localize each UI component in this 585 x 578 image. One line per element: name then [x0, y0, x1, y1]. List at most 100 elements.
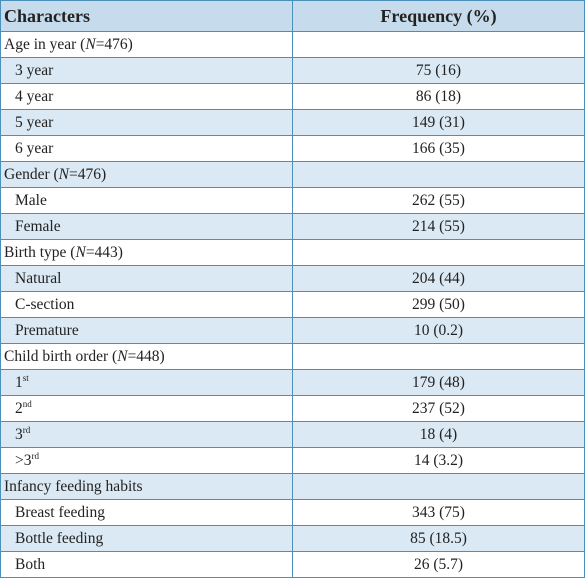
row-label: C-section [0, 291, 293, 318]
table-row: >3rd 14 (3.2) [0, 447, 585, 474]
table-row: 3 year 75 (16) [0, 57, 585, 84]
row-label-text: Male [15, 192, 47, 209]
row-label: 1st [0, 369, 293, 396]
group-label-text: Gender ( [4, 166, 59, 183]
row-label-text: 4 year [15, 88, 54, 105]
table-row: 2nd 237 (52) [0, 395, 585, 422]
frequency-value [292, 239, 585, 266]
table-row: 3rd 18 (4) [0, 421, 585, 448]
ordinal-suffix: nd [22, 399, 32, 409]
row-label: 3rd [0, 421, 293, 448]
row-label-text: 3 [15, 426, 23, 443]
frequency-value [292, 31, 585, 58]
row-label: Breast feeding [0, 499, 293, 526]
group-label: Child birth order (N=448) [0, 343, 293, 370]
row-label-text: >3 [15, 452, 32, 469]
group-label: Age in year (N=476) [0, 31, 293, 58]
frequency-value: 262 (55) [292, 187, 585, 214]
frequency-value: 86 (18) [292, 83, 585, 110]
group-label: Gender (N=476) [0, 161, 293, 188]
table-row: Male 262 (55) [0, 187, 585, 214]
group-label-text: Child birth order ( [4, 348, 118, 365]
frequency-value: 343 (75) [292, 499, 585, 526]
row-label: Premature [0, 317, 293, 344]
table-row: 6 year 166 (35) [0, 135, 585, 162]
frequency-value: 85 (18.5) [292, 525, 585, 552]
table-group-row: Infancy feeding habits [0, 473, 585, 500]
frequency-value: 10 (0.2) [292, 317, 585, 344]
table-group-row: Gender (N=476) [0, 161, 585, 188]
frequency-value: 14 (3.2) [292, 447, 585, 474]
table-row: C-section 299 (50) [0, 291, 585, 318]
header-characters: Characters [0, 0, 293, 32]
sample-size-symbol: N [117, 348, 128, 365]
table-body: Age in year (N=476) 3 year 75 (16) 4 year 86… [0, 31, 585, 578]
frequency-value: 75 (16) [292, 57, 585, 84]
sample-size-value: =476) [69, 166, 107, 183]
group-label-text: Age in year ( [4, 36, 86, 53]
sample-size-value: =476) [95, 36, 133, 53]
group-label: Infancy feeding habits [0, 473, 293, 500]
row-label-text: Female [15, 218, 61, 235]
table-row: Natural 204 (44) [0, 265, 585, 292]
table-row: Bottle feeding 85 (18.5) [0, 525, 585, 552]
row-label: Male [0, 187, 293, 214]
table-row: 1st 179 (48) [0, 369, 585, 396]
row-label-text: 6 year [15, 140, 54, 157]
row-label: Both [0, 551, 293, 578]
group-label-text: Infancy feeding habits [4, 478, 143, 495]
table-row: Breast feeding 343 (75) [0, 499, 585, 526]
frequency-value [292, 161, 585, 188]
table-group-row: Age in year (N=476) [0, 31, 585, 58]
frequency-value: 237 (52) [292, 395, 585, 422]
row-label-text: Both [15, 556, 46, 573]
ordinal-suffix: rd [31, 451, 40, 461]
group-label-text: Birth type ( [4, 244, 76, 261]
row-label: 4 year [0, 83, 293, 110]
frequency-value: 299 (50) [292, 291, 585, 318]
row-label-text: C-section [15, 296, 75, 313]
frequency-value [292, 343, 585, 370]
row-label: 3 year [0, 57, 293, 84]
row-label: >3rd [0, 447, 293, 474]
frequency-value: 166 (35) [292, 135, 585, 162]
ordinal-suffix: st [22, 373, 29, 383]
frequency-value: 26 (5.7) [292, 551, 585, 578]
row-label-text: 2 [15, 400, 23, 417]
frequency-value: 204 (44) [292, 265, 585, 292]
table-header: Characters Frequency (%) [0, 0, 585, 32]
row-label-text: Bottle feeding [15, 530, 104, 547]
sample-size-value: =443) [85, 244, 123, 261]
sample-size-symbol: N [75, 244, 86, 261]
group-label: Birth type (N=443) [0, 239, 293, 266]
row-label: Bottle feeding [0, 525, 293, 552]
row-label: 5 year [0, 109, 293, 136]
sample-size-value: =448) [127, 348, 165, 365]
frequency-value: 214 (55) [292, 213, 585, 240]
frequency-value [292, 473, 585, 500]
table-row: Premature 10 (0.2) [0, 317, 585, 344]
row-label: Female [0, 213, 293, 240]
table-row: Female 214 (55) [0, 213, 585, 240]
header-frequency: Frequency (%) [292, 0, 585, 32]
row-label: 6 year [0, 135, 293, 162]
row-label-text: Breast feeding [15, 504, 105, 521]
row-label-text: Natural [15, 270, 62, 287]
row-label-text: 3 year [15, 62, 54, 79]
ordinal-suffix: rd [22, 425, 31, 435]
row-label-text: Premature [15, 322, 79, 339]
row-label: 2nd [0, 395, 293, 422]
frequency-value: 149 (31) [292, 109, 585, 136]
table-row: Both 26 (5.7) [0, 551, 585, 578]
sample-size-symbol: N [58, 166, 69, 183]
row-label-text: 5 year [15, 114, 54, 131]
table-row: 4 year 86 (18) [0, 83, 585, 110]
sample-size-symbol: N [85, 36, 96, 53]
frequency-value: 179 (48) [292, 369, 585, 396]
table-row: 5 year 149 (31) [0, 109, 585, 136]
row-label-text: 1 [15, 374, 23, 391]
table-group-row: Child birth order (N=448) [0, 343, 585, 370]
table-group-row: Birth type (N=443) [0, 239, 585, 266]
row-label: Natural [0, 265, 293, 292]
